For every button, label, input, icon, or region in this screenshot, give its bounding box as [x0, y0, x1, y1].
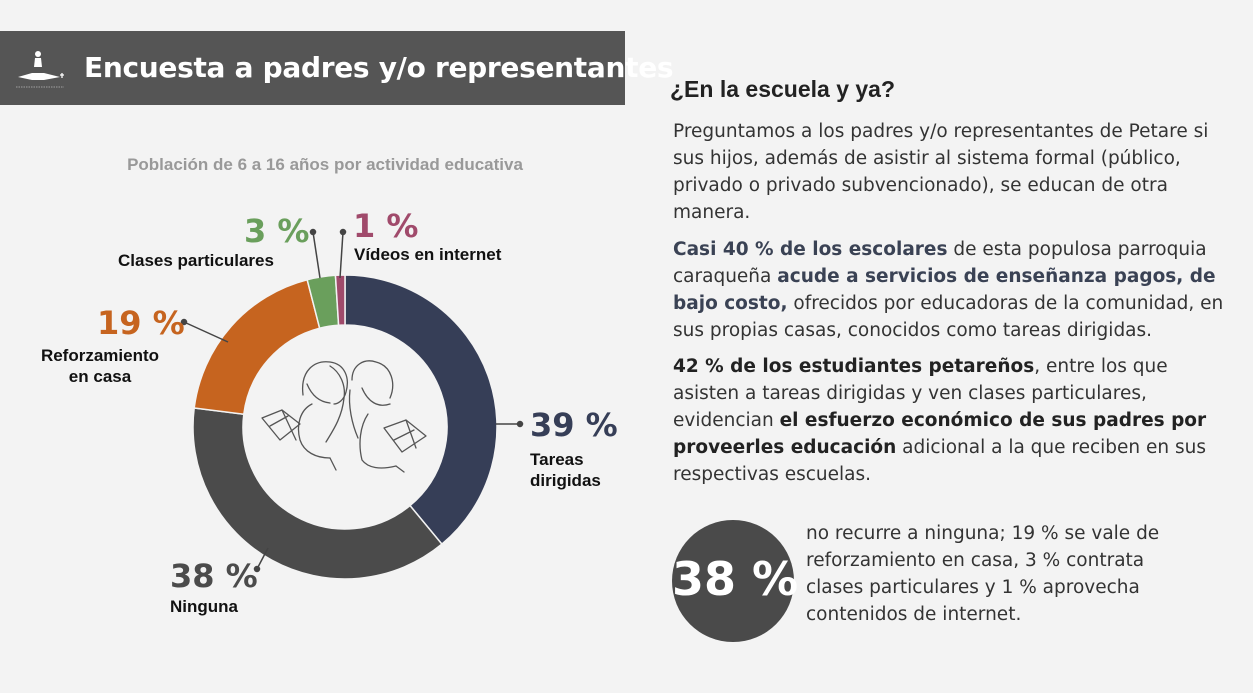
value-label-videos: 1 % — [353, 207, 419, 245]
category-label-videos: Vídeos en internet — [354, 245, 502, 264]
highlight-description: no recurre a ninguna; 19 % se vale de re… — [806, 523, 1160, 625]
page-title: Encuesta a padres y/o representantes — [84, 51, 674, 84]
highlight-value: 38 % — [672, 552, 799, 606]
donut-center — [243, 325, 447, 529]
header-banner: Encuesta a padres y/o representantes — [0, 31, 674, 105]
category-label-tareas: Tareas dirigidas — [530, 450, 601, 490]
value-label-clases: 3 % — [244, 212, 310, 250]
category-label-reforzamiento: Reforzamiento en casa — [40, 346, 160, 386]
value-label-tareas: 39 % — [530, 406, 618, 444]
value-label-ninguna: 38 % — [170, 557, 258, 595]
section-title: ¿En la escuela y ya? — [670, 76, 896, 102]
paragraph-tareas: Casi 40 % de los escolares de esta popul… — [673, 239, 1224, 341]
category-label-ninguna: Ninguna — [170, 597, 238, 616]
chart-title: Población de 6 a 16 años por actividad e… — [127, 155, 523, 174]
paragraph-intro: Preguntamos a los padres y/o representan… — [673, 121, 1209, 223]
highlight-circle: 38 % — [672, 520, 799, 642]
chess-logo-icon — [16, 51, 64, 88]
paragraph-esfuerzo: 42 % de los estudiantes petareños, entre… — [673, 356, 1207, 485]
category-label-clases: Clases particulares — [118, 251, 274, 270]
children-reading-icon — [261, 360, 427, 473]
donut-chart — [180, 228, 524, 580]
value-label-reforzamiento: 19 % — [97, 304, 185, 342]
